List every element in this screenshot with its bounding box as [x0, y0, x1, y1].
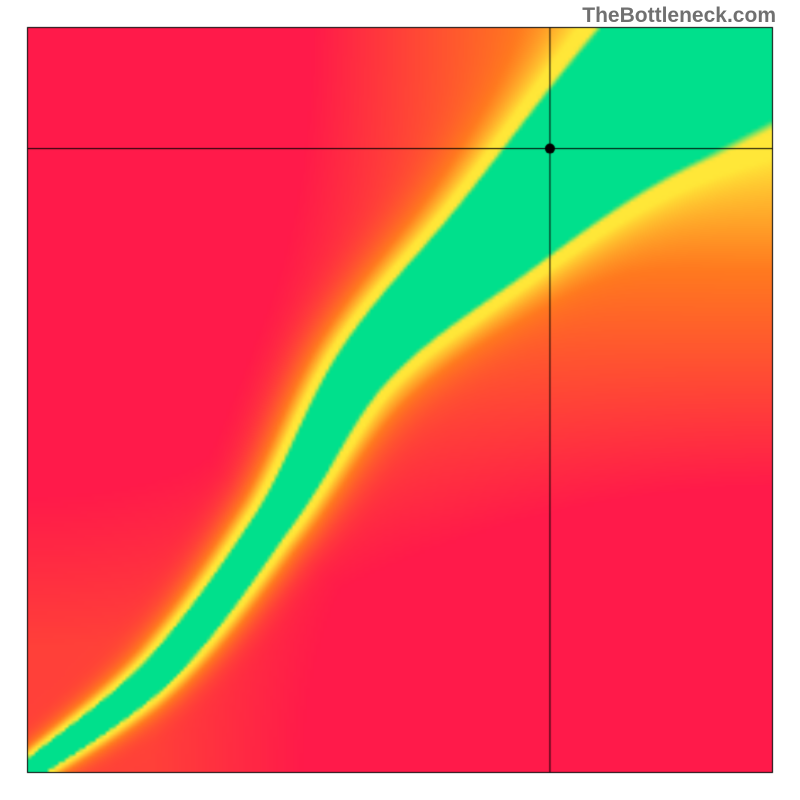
chart-container: TheBottleneck.com	[0, 0, 800, 800]
bottleneck-heatmap	[0, 0, 800, 800]
watermark-text: TheBottleneck.com	[582, 4, 776, 28]
